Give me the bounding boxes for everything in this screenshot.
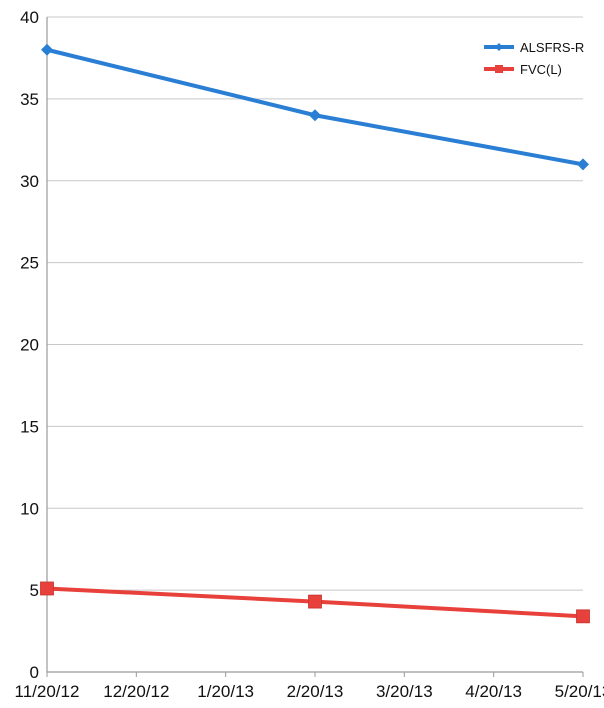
legend-label-0: ALSFRS-R: [520, 40, 584, 55]
series: [40, 43, 590, 624]
y-tick-label-30: 30: [20, 172, 39, 191]
y-tick-label-20: 20: [20, 336, 39, 355]
data-point-0-2: [577, 158, 589, 171]
data-point-0-0: [41, 43, 53, 56]
y-tick-label-15: 15: [20, 417, 39, 436]
y-axis-tick-labels: 0 5 10 15 20 25 30 35 40: [20, 8, 39, 682]
legend-marker-0: [495, 43, 503, 51]
y-tick-label-25: 25: [20, 254, 39, 273]
x-tick-label-6: 5/20/13: [555, 682, 604, 701]
grid-lines: [47, 16, 583, 591]
x-tick-label-1: 12/20/12: [103, 682, 169, 701]
x-axis-tick-labels: 11/20/12 12/20/12 1/20/13 2/20/13 3/20/13 4/2…: [15, 682, 604, 701]
y-tick-label-10: 10: [20, 499, 39, 518]
y-tick-label-35: 35: [20, 90, 39, 109]
x-tick-label-0: 11/20/12: [15, 682, 80, 701]
y-tick-label-5: 5: [30, 581, 39, 600]
axes: [46, 17, 584, 677]
data-point-1-2: [576, 609, 590, 624]
legend-marker-1: [495, 65, 503, 73]
data-point-1-1: [308, 594, 322, 609]
data-point-1-0: [40, 581, 54, 596]
x-tick-label-5: 4/20/13: [465, 682, 522, 701]
y-tick-label-0: 0: [30, 663, 39, 682]
legend-label-1: FVC(L): [520, 62, 562, 77]
x-tick-label-2: 1/20/13: [197, 682, 254, 701]
x-tick-label-3: 2/20/13: [287, 682, 344, 701]
legend: ALSFRS-R FVC(L): [484, 40, 584, 77]
data-point-0-1: [309, 109, 321, 122]
x-tick-label-4: 3/20/13: [376, 682, 433, 701]
y-tick-label-40: 40: [20, 8, 39, 27]
